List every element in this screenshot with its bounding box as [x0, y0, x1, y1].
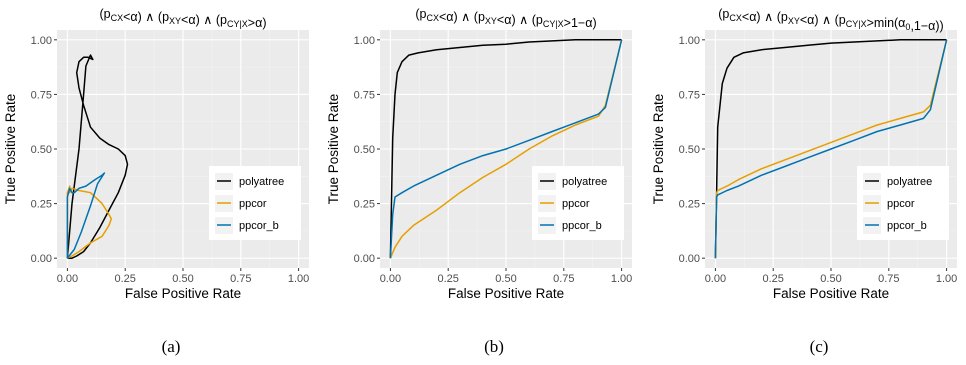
- title-text: (p: [99, 7, 110, 21]
- title-text: <α) ∧ (p: [800, 13, 846, 27]
- title-text: <α) ∧ (p: [742, 10, 788, 24]
- title-text: <α) ∧ (p: [497, 13, 543, 27]
- legend-label: ppcor: [562, 198, 590, 210]
- title-text: <α) ∧ (p: [123, 10, 169, 24]
- x-tick-label: 0.00: [705, 273, 726, 285]
- chart-title: (pCX<α) ∧ (pXY<α) ∧ (pCY|X>α): [99, 7, 266, 30]
- panel-caption: (b): [484, 337, 504, 356]
- title-subscript: CX: [111, 13, 124, 23]
- x-tick-label: 1.00: [936, 273, 957, 285]
- title-subscript: CY|X: [227, 19, 248, 29]
- y-tick-label: 0.25: [31, 199, 52, 211]
- y-tick-label: 0.00: [354, 253, 375, 265]
- x-tick-label: 0.75: [230, 273, 251, 285]
- series-line-ppcor-b: [714, 39, 948, 259]
- legend: polyatree ppcor ppcor_b: [209, 166, 301, 240]
- x-tick-label: 0.50: [172, 273, 193, 285]
- x-tick-label: 0.25: [437, 273, 458, 285]
- y-tick-label: 0.00: [679, 253, 700, 265]
- legend-label: ppcor: [887, 198, 915, 210]
- title-subscript: CX: [426, 13, 439, 23]
- title-text: <α) ∧ (p: [439, 10, 485, 24]
- chart-title: (pCX<α) ∧ (pXY<α) ∧ (pCY|X>min(α0,1−α)): [718, 7, 943, 33]
- title-subscript: CY|X: [543, 19, 564, 29]
- x-tick-label: 1.00: [611, 273, 632, 285]
- series-line-ppcor: [714, 39, 948, 259]
- legend-label: ppcor_b: [239, 220, 279, 232]
- legend-label: polyatree: [887, 176, 932, 188]
- x-tick-label: 0.00: [57, 273, 78, 285]
- legend-label: polyatree: [562, 176, 607, 188]
- panel-caption: (a): [162, 337, 181, 356]
- series-line-polyatree: [389, 39, 622, 259]
- series-line-ppcor-b: [66, 172, 106, 259]
- x-tick-label: 1.00: [288, 273, 309, 285]
- title-subscript: CX: [729, 13, 742, 23]
- x-tick-label: 0.25: [762, 273, 783, 285]
- title-text: >1−α): [564, 16, 597, 30]
- x-tick-label: 0.00: [380, 273, 401, 285]
- x-axis-label: False Positive Rate: [773, 286, 889, 301]
- chart-panel: 0.00 0.00 0.25 0.25 0.50 0.50 0.75 0.75 1.00 1.00…: [326, 7, 632, 356]
- y-tick-label: 1.00: [354, 35, 375, 47]
- y-tick-label: 1.00: [679, 35, 700, 47]
- y-tick-label: 0.25: [354, 199, 375, 211]
- legend: polyatree ppcor ppcor_b: [532, 166, 624, 240]
- series-line-ppcor: [389, 39, 623, 259]
- y-tick-label: 1.00: [31, 35, 52, 47]
- title-text: (p: [718, 7, 729, 21]
- x-tick-label: 0.50: [495, 273, 516, 285]
- y-tick-label: 0.75: [679, 89, 700, 101]
- title-text: >min(α: [867, 16, 906, 30]
- y-axis-label: True Positive Rate: [3, 94, 18, 205]
- chart-panel: 0.00 0.00 0.25 0.25 0.50 0.50 0.75 0.75 1.00 1.00…: [651, 7, 957, 356]
- x-tick-label: 0.50: [820, 273, 841, 285]
- x-tick-label: 0.25: [114, 273, 135, 285]
- legend-label: ppcor_b: [562, 220, 602, 232]
- legend-label: polyatree: [239, 176, 284, 188]
- chart-title: (pCX<α) ∧ (pXY<α) ∧ (pCY|X>1−α): [415, 7, 596, 30]
- panel-caption: (c): [810, 337, 829, 356]
- title-text: ,1−α)): [910, 19, 943, 33]
- series-line-polyatree: [66, 54, 129, 259]
- y-tick-label: 0.00: [31, 253, 52, 265]
- legend-label: ppcor_b: [887, 220, 927, 232]
- title-subscript: XY: [485, 16, 497, 26]
- series-line-polyatree: [714, 39, 947, 259]
- title-text: >α): [248, 16, 267, 30]
- y-tick-label: 0.50: [31, 144, 52, 156]
- title-subscript: XY: [169, 16, 181, 26]
- y-axis-label: True Positive Rate: [651, 94, 666, 205]
- x-axis-label: False Positive Rate: [125, 286, 241, 301]
- title-text: (p: [415, 7, 426, 21]
- x-tick-label: 0.75: [878, 273, 899, 285]
- y-tick-label: 0.25: [679, 199, 700, 211]
- title-subscript: CY|X: [846, 19, 867, 29]
- title-subscript: 0: [905, 22, 910, 32]
- y-tick-label: 0.50: [354, 144, 375, 156]
- x-tick-label: 0.75: [553, 273, 574, 285]
- y-tick-label: 0.50: [679, 144, 700, 156]
- legend-label: ppcor: [239, 198, 267, 210]
- title-text: <α) ∧ (p: [181, 13, 227, 27]
- y-tick-label: 0.75: [354, 89, 375, 101]
- y-axis-label: True Positive Rate: [326, 94, 341, 205]
- x-axis-label: False Positive Rate: [448, 286, 564, 301]
- y-tick-label: 0.75: [31, 89, 52, 101]
- chart-panel: 0.00 0.00 0.25 0.25 0.50 0.50 0.75 0.75 1.00 1.00…: [3, 7, 309, 356]
- series-line-ppcor-b: [389, 39, 623, 259]
- legend: polyatree ppcor ppcor_b: [857, 166, 949, 240]
- title-subscript: XY: [788, 16, 800, 26]
